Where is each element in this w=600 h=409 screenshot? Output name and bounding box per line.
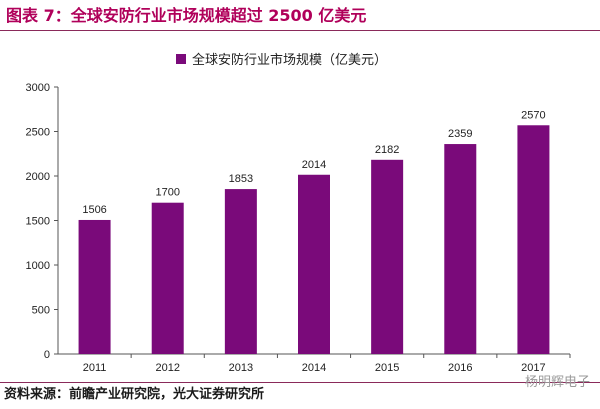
- bar-value-label: 2570: [521, 109, 545, 121]
- y-tick-label: 500: [32, 305, 50, 317]
- x-axis: 2011 2012 2013 2014 2015 2016 2017: [83, 354, 571, 374]
- bar: [371, 159, 404, 354]
- y-tick-label: 1000: [26, 260, 50, 272]
- y-axis: 0 500 1000 1500 2000 2500 3000: [26, 82, 58, 361]
- legend-label: 全球安防行业市场规模（亿美元）: [192, 52, 387, 68]
- x-tick-label: 2013: [229, 362, 253, 374]
- bar-value-label: 1506: [82, 204, 106, 216]
- bar-value-labels: 1506 1700 1853 2014 2182 2359 2570: [82, 109, 545, 216]
- bar: [151, 202, 184, 354]
- bar-value-label: 2359: [448, 128, 472, 140]
- chart-legend: 全球安防行业市场规模（亿美元）: [176, 52, 387, 68]
- source-note: 资料来源：前瞻产业研究院，光大证券研究所: [4, 387, 265, 402]
- bar: [78, 219, 111, 354]
- legend-swatch: [176, 54, 186, 64]
- y-tick-label: 0: [44, 349, 50, 361]
- bar: [224, 189, 257, 354]
- x-tick-label: 2017: [521, 362, 545, 374]
- bar-value-label: 1700: [155, 187, 179, 199]
- y-tick-label: 1500: [26, 216, 50, 228]
- bar-chart: 全球安防行业市场规模（亿美元） 0 500 1000 1500 2000 2500 3000…: [26, 52, 571, 374]
- bar-value-label: 1853: [229, 173, 253, 185]
- y-tick-label: 2500: [26, 127, 50, 139]
- x-tick-label: 2016: [448, 362, 472, 374]
- y-tick-label: 2000: [26, 171, 50, 183]
- bar: [517, 125, 550, 355]
- bar-value-label: 2182: [375, 144, 399, 156]
- x-tick-label: 2012: [155, 362, 179, 374]
- y-tick-label: 3000: [26, 82, 50, 94]
- x-tick-label: 2014: [302, 362, 326, 374]
- x-tick-label: 2011: [83, 362, 107, 374]
- x-tick-label: 2015: [375, 362, 399, 374]
- watermark: 杨明辉电子: [524, 375, 590, 390]
- bar: [298, 174, 330, 354]
- source-rule: [0, 382, 600, 383]
- bar-value-label: 2014: [302, 159, 326, 171]
- figure-title: 图表 7：全球安防行业市场规模超过 2500 亿美元: [6, 6, 367, 25]
- bar: [444, 144, 477, 354]
- bar-series: [78, 125, 550, 355]
- title-rule: [0, 30, 600, 31]
